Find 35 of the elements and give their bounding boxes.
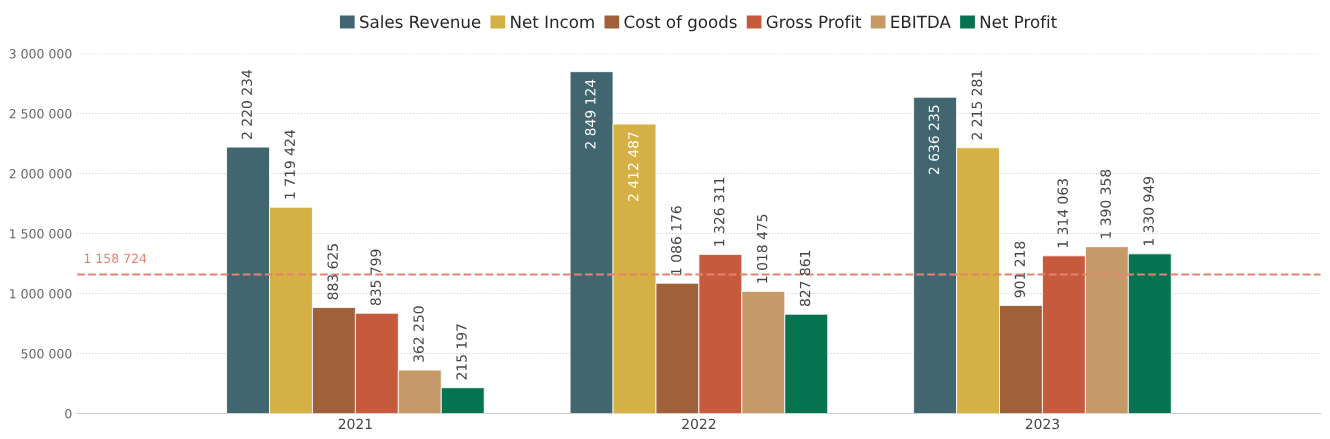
data-label: 1 330 949 xyxy=(1143,176,1154,246)
y-tick-label: 1 000 000 xyxy=(10,289,72,299)
data-label: 2 636 235 xyxy=(928,105,940,175)
legend-label: Sales Revenue xyxy=(360,15,481,29)
y-tick-label: 0 xyxy=(65,409,72,419)
data-label: 1 390 358 xyxy=(1100,169,1111,238)
y-tick-label: 500 000 xyxy=(21,349,72,359)
y-tick-label: 1 500 000 xyxy=(10,229,72,239)
data-label: 1 018 475 xyxy=(756,214,768,283)
x-tick-label: 2021 xyxy=(338,418,372,430)
legend-label: EBITDA xyxy=(891,15,951,28)
legend-label: Cost of goods xyxy=(624,15,737,32)
data-label: 2 412 487 xyxy=(628,132,639,201)
data-label: 215 197 xyxy=(456,324,467,380)
legend-label: Net Incom xyxy=(511,15,594,29)
y-tick-label: 3 000 000 xyxy=(9,49,72,59)
data-label: 901 218 xyxy=(1014,241,1025,298)
data-label: 1 314 063 xyxy=(1057,179,1068,248)
data-label: 2 215 281 xyxy=(971,71,983,140)
x-tick-label: 2023 xyxy=(1025,418,1059,430)
legend-label: Gross Profit xyxy=(766,15,862,29)
data-label: 1 086 176 xyxy=(670,206,682,275)
ref-line-label: 1 158 724 xyxy=(84,253,147,264)
data-label: 835 799 xyxy=(370,249,381,306)
y-tick-label: 2 000 000 xyxy=(9,169,72,179)
data-label: 2 849 124 xyxy=(585,79,596,149)
data-label: 1 719 424 xyxy=(284,130,296,199)
data-label: 827 861 xyxy=(799,250,811,307)
data-label: 362 250 xyxy=(413,306,424,362)
data-label: 1 326 311 xyxy=(713,177,725,246)
y-tick-label: 2 500 000 xyxy=(9,109,72,119)
data-label: 2 220 234 xyxy=(241,70,253,139)
data-label: 883 625 xyxy=(327,244,338,300)
legend-label: Net Profit xyxy=(980,15,1057,29)
x-tick-label: 2022 xyxy=(682,418,716,430)
